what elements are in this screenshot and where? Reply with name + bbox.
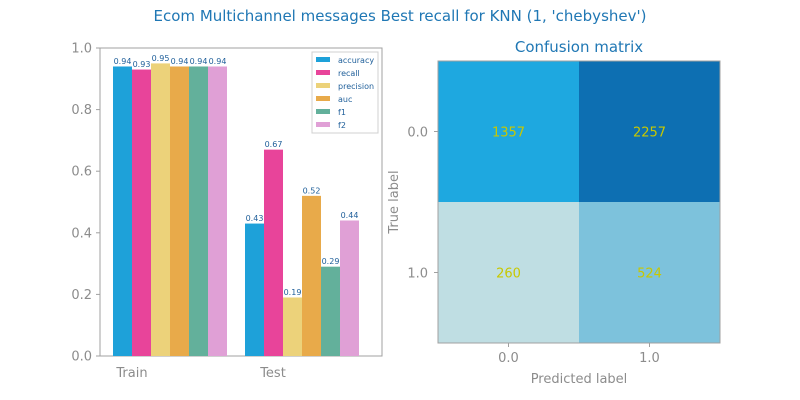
bar (208, 66, 227, 356)
y-tick-label: 1.0 (71, 42, 92, 57)
bar-chart: 0.00.20.40.60.81.0 Train Test 0.94 0.930.9… (71, 42, 383, 381)
legend-label: f1 (338, 108, 346, 117)
bar-value-label: 0.29 (322, 257, 340, 266)
bar-value-label: 0.43 (246, 214, 264, 223)
cm-y-tick-label: 1.0 (407, 267, 428, 282)
bar (113, 66, 132, 356)
legend-swatch (316, 122, 330, 127)
cm-x-tick-label: 1.0 (639, 351, 660, 366)
bar-x-axis: Train Test (115, 366, 285, 381)
y-tick-label: 0.4 (71, 226, 92, 241)
bar (132, 69, 151, 356)
bar-value-label: 0.94 (114, 57, 132, 66)
figure-title: Ecom Multichannel messages Best recall f… (154, 7, 647, 25)
bar-value-label: 0.44 (341, 211, 359, 220)
cm-x-tick-label: 0.0 (498, 351, 519, 366)
bar-value-label: 0.94 (209, 57, 227, 66)
legend-swatch (316, 96, 330, 101)
bar (283, 297, 302, 356)
legend-label: recall (338, 69, 360, 78)
y-tick-label: 0.2 (71, 288, 92, 303)
bar-value-label: 0.95 (152, 54, 170, 63)
cm-axes: 0.0 1.0 0.0 1.0 (407, 126, 660, 367)
bar-value-label: 0.94 (171, 57, 189, 66)
cm-y-tick-label: 0.0 (407, 126, 428, 141)
y-tick-label: 0.8 (71, 103, 92, 118)
y-tick-label: 0.0 (71, 350, 92, 365)
bar-legend: accuracy recall precision auc f1 f2 (311, 51, 379, 134)
bar (264, 149, 283, 356)
bar-value-label: 0.19 (284, 288, 302, 297)
legend-box (311, 51, 379, 134)
legend-swatch (316, 70, 330, 75)
cm-cell (579, 61, 720, 202)
bar (170, 66, 189, 356)
bar (189, 66, 208, 356)
bar-y-axis: 0.0 0.2 0.4 0.6 0.8 1.0 (71, 42, 100, 365)
cm-title: Confusion matrix (515, 38, 643, 56)
cm-cell-value: 2257 (633, 126, 666, 141)
bar-value-label: 0.94 (190, 57, 208, 66)
x-tick-label: Train (115, 366, 147, 381)
cm-cell (579, 202, 720, 343)
legend-label: accuracy (338, 56, 374, 65)
legend-swatch (316, 57, 330, 62)
bar (340, 220, 359, 356)
bar (302, 195, 321, 356)
cm-cell (438, 202, 579, 343)
cm-cell-value: 260 (496, 267, 521, 282)
bar (245, 223, 264, 356)
cm-ylabel: True label (387, 170, 402, 234)
legend-label: f2 (338, 121, 346, 130)
bar-value-label: 0.67 (265, 140, 283, 149)
bar-marks: 0.94 0.930.95 0.94 0.94 0.940.430.670.190.52… (113, 54, 359, 357)
bar-plot-frame (99, 47, 383, 357)
y-tick-label: 0.6 (71, 165, 92, 180)
cm-cells: 1357 2257 260 524 (438, 61, 720, 343)
legend-swatch (316, 83, 330, 88)
cm-cell (438, 61, 579, 202)
bar (321, 266, 340, 356)
cm-frame (437, 60, 721, 344)
x-tick-label: Test (259, 366, 286, 381)
cm-xlabel: Predicted label (531, 372, 628, 387)
cm-cell-value: 1357 (492, 126, 525, 141)
cm-cell-value: 524 (637, 267, 662, 282)
bar-value-label: 0.52 (303, 186, 321, 195)
legend-swatch (316, 109, 330, 114)
legend-label: auc (338, 95, 352, 104)
legend-label: precision (338, 82, 374, 91)
bar (151, 63, 170, 357)
bar-value-label: 0.93 (133, 60, 151, 69)
